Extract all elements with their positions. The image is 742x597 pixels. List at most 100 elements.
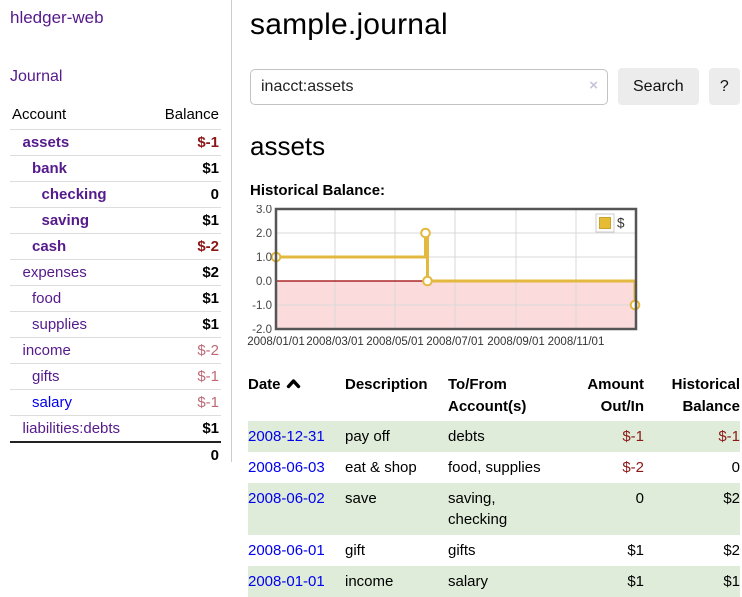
register-header-row: Date Description To/From Account(s) Amou…	[248, 371, 740, 421]
legend-label: $	[617, 216, 625, 231]
account-balance: $-2	[197, 342, 219, 359]
account-link[interactable]: cash	[32, 238, 67, 255]
account-link[interactable]: salary	[32, 394, 73, 411]
account-balance: $1	[202, 212, 219, 229]
register-accounts: salary	[448, 572, 489, 590]
register-accounts: saving, checking	[448, 489, 508, 528]
account-row: liabilities:debts $1	[10, 415, 221, 443]
svg-text:3.0: 3.0	[256, 205, 272, 216]
page-title: sample.journal	[250, 8, 448, 41]
account-balance: 0	[210, 186, 219, 203]
register-row: 2008-06-02 save saving, checking 0 $2	[248, 482, 740, 535]
account-balance: $-1	[197, 394, 219, 411]
account-balance: $-1	[197, 368, 219, 385]
register-row: 2008-01-01 income salary $1 $1	[248, 565, 740, 597]
svg-text:-1.0: -1.0	[252, 300, 272, 312]
register-description: gift	[345, 541, 366, 559]
account-balance: $1	[202, 290, 219, 307]
register-header-amount: Amount Out/In	[587, 376, 644, 415]
account-balance: $2	[202, 264, 219, 281]
account-link[interactable]: checking	[41, 186, 107, 203]
chart-title: Historical Balance:	[250, 182, 386, 199]
account-link[interactable]: income	[22, 342, 71, 359]
register-balance: $-1	[718, 427, 740, 445]
total-spacer	[10, 441, 148, 468]
svg-text:2008/01/01: 2008/01/01	[247, 336, 305, 348]
sort-asc-icon	[286, 379, 300, 389]
register-amount: $-2	[622, 458, 644, 476]
account-row: supplies $1	[10, 311, 221, 338]
register-balance: $2	[723, 489, 740, 507]
accounts-header-balance: Balance	[164, 106, 219, 123]
register-accounts: gifts	[448, 541, 476, 559]
plot-border	[274, 207, 638, 331]
account-link[interactable]: saving	[41, 212, 90, 229]
account-balance: $1	[202, 316, 219, 333]
y-axis-labels: 3.0 2.0 1.0 0.0 -1.0 -2.0	[252, 205, 272, 336]
main-content: sample.journal × Search ? assets Histori…	[247, 0, 740, 597]
register-row: 2008-06-01 gift gifts $1 $2	[248, 535, 740, 566]
nav-journal: Journal	[10, 68, 221, 86]
svg-text:2.0: 2.0	[256, 228, 272, 240]
account-link[interactable]: supplies	[32, 316, 88, 333]
account-link[interactable]: expenses	[22, 264, 87, 281]
chart-legend: $	[595, 213, 625, 233]
search-button[interactable]: Search	[618, 68, 699, 105]
account-balance: $-2	[197, 238, 219, 255]
account-link[interactable]: bank	[32, 160, 68, 177]
help-button[interactable]: ?	[708, 68, 740, 105]
app-title-link[interactable]: hledger-web	[10, 8, 104, 27]
account-link[interactable]: assets	[22, 134, 70, 151]
account-row: assets $-1	[10, 129, 221, 156]
register-date-link[interactable]: 2008-01-01	[248, 572, 325, 590]
register-header-accounts: To/From Account(s)	[448, 376, 527, 415]
sidebar: hledger-web Journal Account Balance asse…	[0, 0, 232, 468]
account-row: salary $-1	[10, 389, 221, 416]
journal-link[interactable]: Journal	[10, 68, 63, 85]
svg-text:0.0: 0.0	[256, 276, 272, 288]
svg-text:2008/03/01: 2008/03/01	[306, 336, 364, 348]
account-balance: $-1	[197, 134, 219, 151]
search-row: × Search ?	[250, 68, 740, 105]
register-date-link[interactable]: 2008-12-31	[248, 427, 325, 445]
accounts-header-row: Account Balance	[10, 102, 221, 130]
account-link[interactable]: food	[32, 290, 62, 307]
register-description: pay off	[345, 427, 390, 445]
search-wrap: ×	[250, 68, 608, 105]
register-date-link[interactable]: 2008-06-02	[248, 489, 325, 507]
account-row: saving $1	[10, 207, 221, 234]
register-header-balance: Historical Balance	[671, 376, 740, 415]
register-date-link[interactable]: 2008-06-03	[248, 458, 325, 476]
app-title: hledger-web	[10, 8, 221, 28]
accounts-tbody: assets $-1 bank $1 checking 0 saving $1 cash $-2 e…	[10, 129, 221, 443]
register-row: 2008-12-31 pay off debts $-1 $-1	[248, 420, 740, 452]
account-link[interactable]: liabilities:debts	[22, 420, 121, 437]
register-amount: $1	[627, 572, 644, 590]
register-tbody: 2008-12-31 pay off debts $-1 $-1 2008-06-03 ea…	[248, 420, 740, 597]
account-row: checking 0	[10, 181, 221, 208]
svg-text:2008/11/01: 2008/11/01	[548, 336, 605, 348]
register-header-description: Description	[345, 376, 428, 393]
register-description: save	[345, 489, 377, 507]
svg-text:2008/05/01: 2008/05/01	[366, 336, 424, 348]
account-row: bank $1	[10, 155, 221, 182]
register-amount: $1	[627, 541, 644, 559]
accounts-table: Account Balance assets $-1 bank $1 checking 0…	[10, 102, 221, 468]
register-date-link[interactable]: 2008-06-01	[248, 541, 325, 559]
accounts-header-account: Account	[12, 106, 67, 123]
register-balance: $2	[723, 541, 740, 559]
x-axis-labels: 2008/01/01 2008/03/01 2008/05/01 2008/07/01…	[247, 336, 604, 348]
accounts-total-value: 0	[148, 441, 221, 468]
account-link[interactable]: gifts	[32, 368, 60, 385]
register-accounts: food, supplies	[448, 458, 541, 476]
register-balance: $1	[723, 572, 740, 590]
svg-text:2008/07/01: 2008/07/01	[426, 336, 484, 348]
register-amount: 0	[635, 489, 644, 507]
account-balance: $1	[202, 420, 219, 437]
register-header-date[interactable]: Date	[248, 371, 345, 421]
search-input[interactable]	[250, 68, 608, 105]
register-description: income	[345, 572, 394, 590]
register-row: 2008-06-03 eat & shop food, supplies $-2 0	[248, 452, 740, 483]
clear-icon[interactable]: ×	[589, 76, 598, 94]
